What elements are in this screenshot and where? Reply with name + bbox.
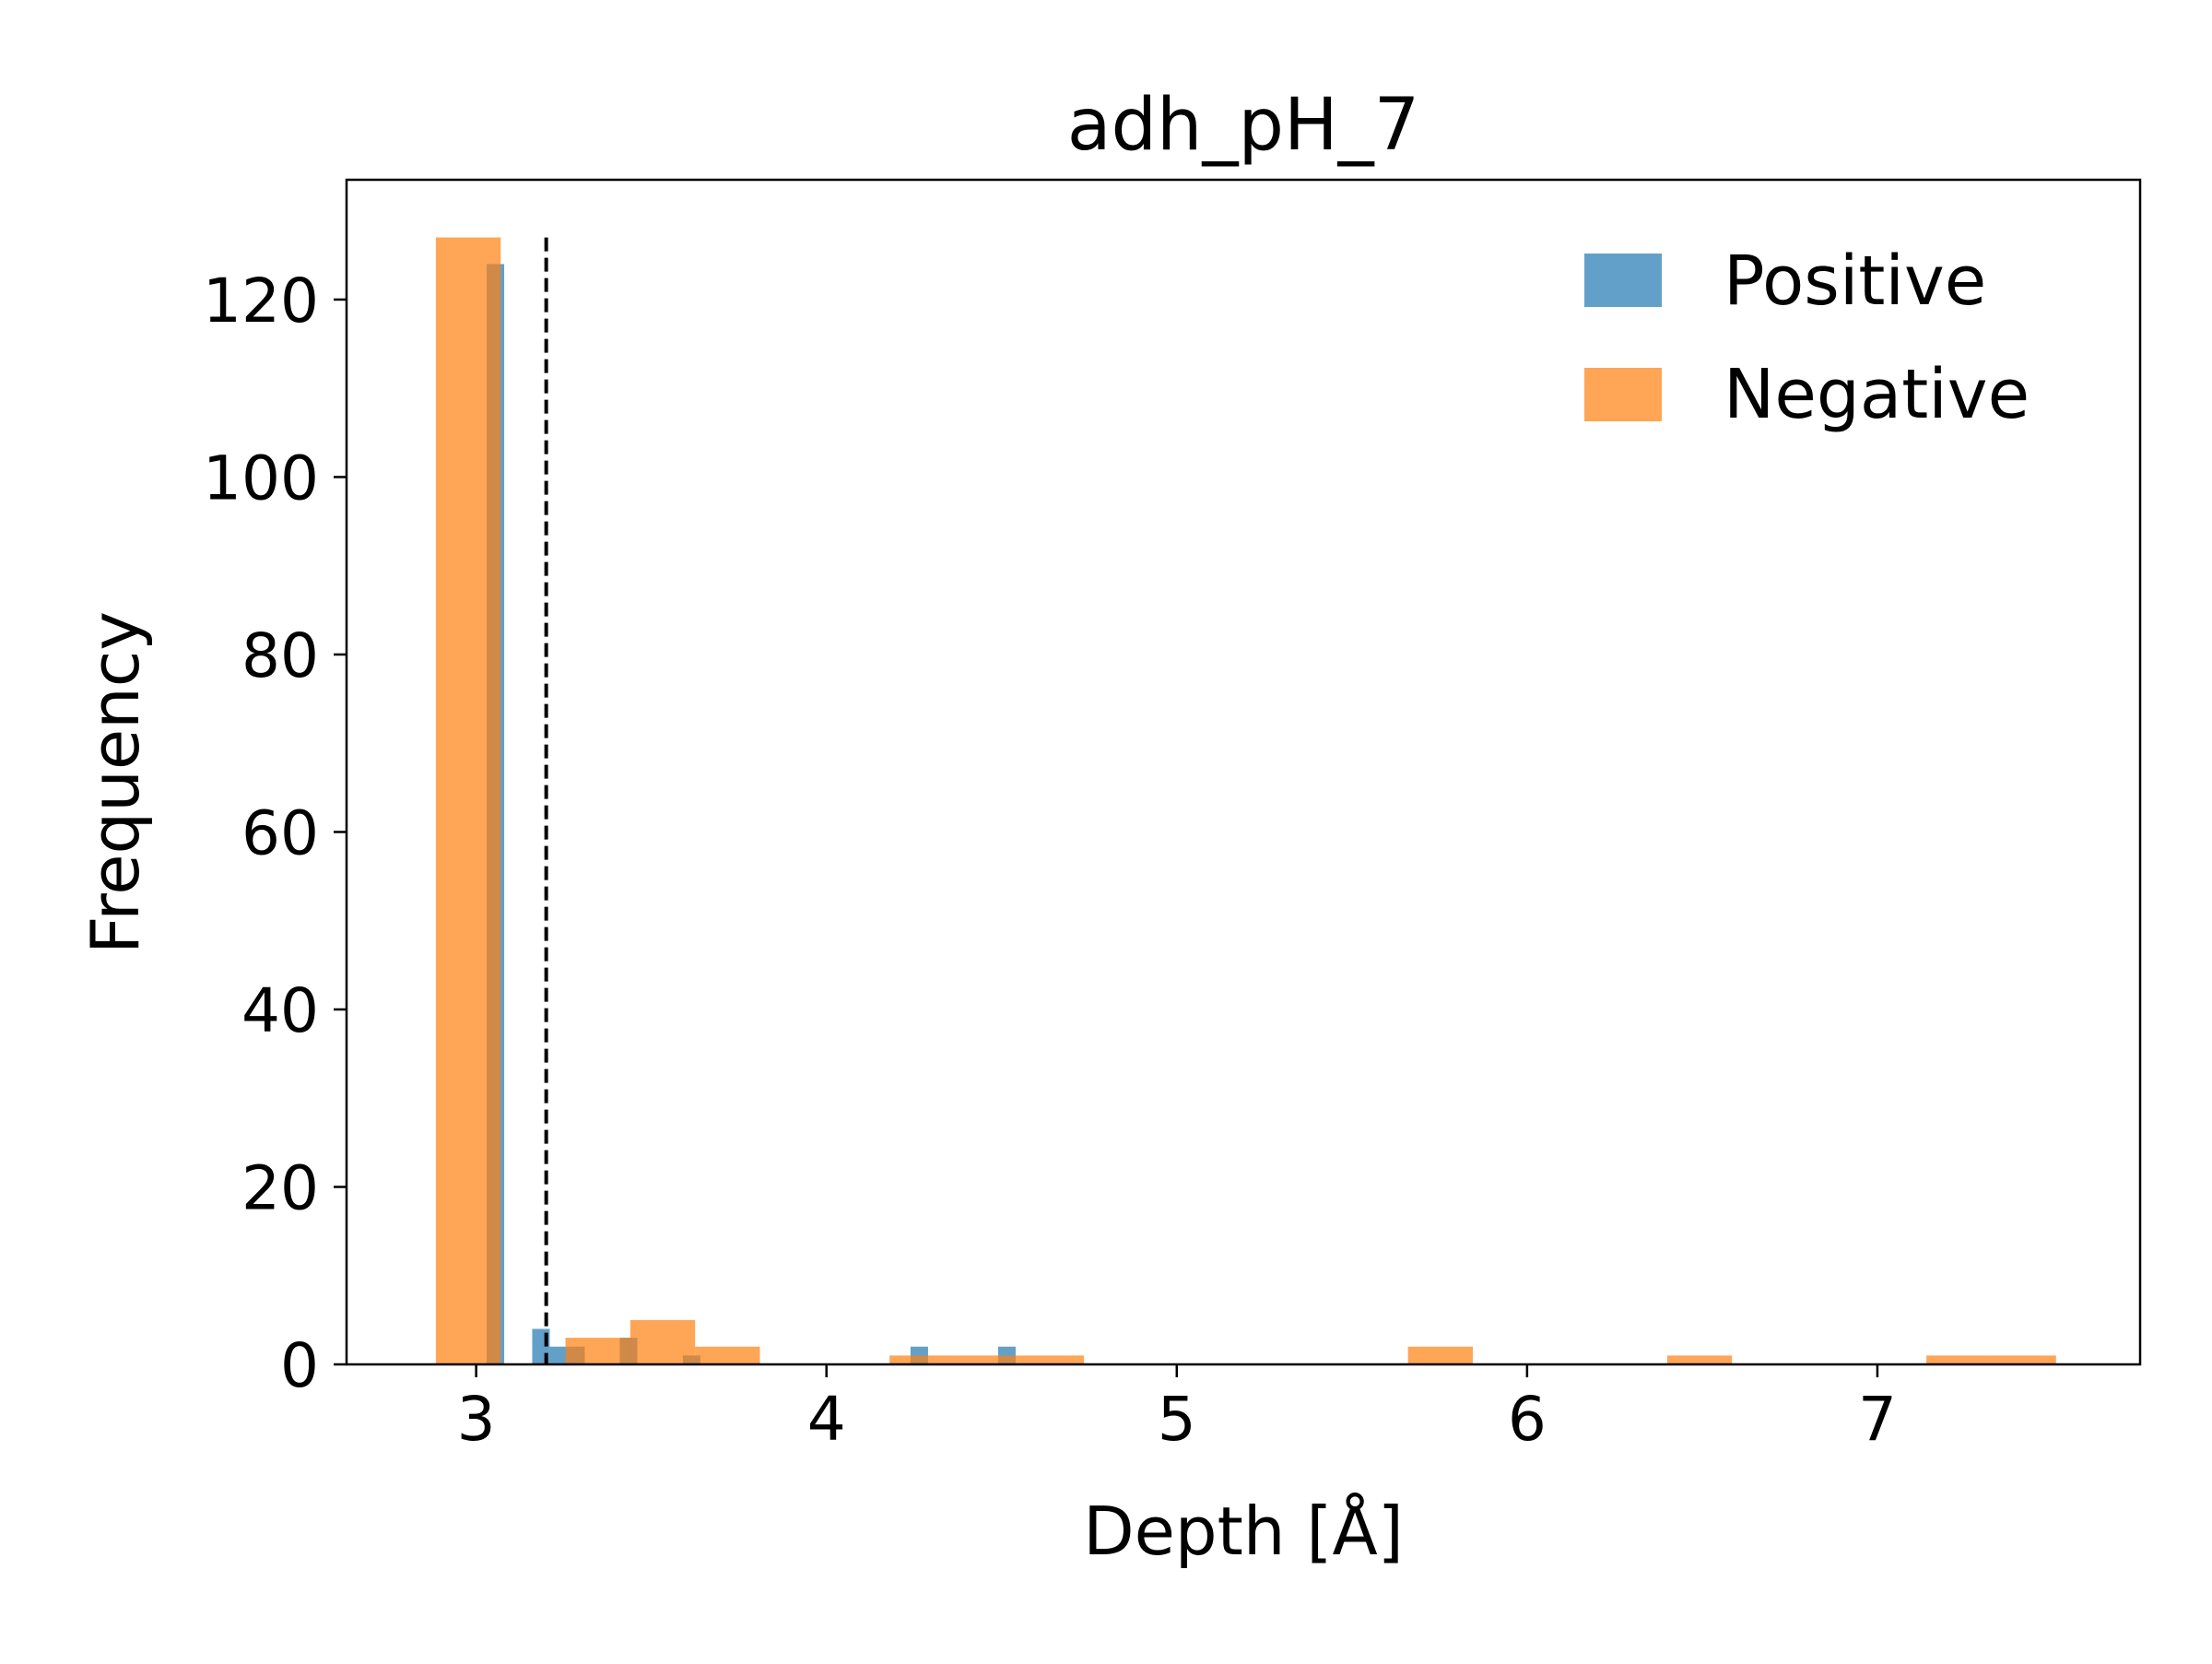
bar-negative-7 bbox=[1407, 1346, 1473, 1364]
legend-swatch-negative bbox=[1584, 368, 1662, 421]
bar-negative-5 bbox=[954, 1355, 1019, 1364]
y-tick-label: 60 bbox=[241, 797, 319, 868]
bar-positive-2 bbox=[549, 1346, 568, 1364]
y-tick-label: 0 bbox=[280, 1330, 319, 1401]
x-axis-ticks: 3 4 5 6 7 bbox=[457, 1364, 1897, 1455]
legend-swatch-positive bbox=[1584, 254, 1662, 307]
bar-negative-6 bbox=[1018, 1355, 1085, 1364]
chart-title: adh_pH_7 bbox=[1067, 84, 1420, 167]
bar-negative-8 bbox=[1666, 1355, 1733, 1364]
y-axis-ticks: 0 20 40 60 80 100 120 bbox=[203, 266, 347, 1401]
x-tick-label: 7 bbox=[1858, 1384, 1897, 1455]
y-axis-label: Frequency bbox=[76, 611, 154, 954]
bar-negative-2 bbox=[629, 1319, 696, 1364]
bar-negative-0 bbox=[435, 237, 501, 1364]
legend-label-negative: Negative bbox=[1724, 355, 2030, 434]
x-tick-label: 3 bbox=[457, 1384, 496, 1455]
y-tick-label: 100 bbox=[203, 443, 319, 513]
x-tick-label: 4 bbox=[807, 1384, 846, 1455]
legend: Positive Negative bbox=[1584, 242, 2030, 434]
bar-negative-1 bbox=[565, 1338, 630, 1364]
bar-negative-3 bbox=[695, 1346, 760, 1364]
bar-negative-10 bbox=[1991, 1355, 2056, 1364]
bars-layer bbox=[435, 237, 2056, 1365]
bar-negative-4 bbox=[889, 1355, 955, 1364]
y-tick-label: 80 bbox=[241, 620, 319, 691]
plot-frame bbox=[345, 178, 2142, 1366]
bar-negative-9 bbox=[1926, 1355, 1992, 1364]
legend-label-positive: Positive bbox=[1724, 242, 1986, 321]
x-tick-label: 5 bbox=[1158, 1384, 1196, 1455]
x-tick-label: 6 bbox=[1508, 1384, 1547, 1455]
y-tick-label: 40 bbox=[241, 975, 319, 1046]
y-tick-label: 120 bbox=[203, 266, 319, 336]
series-negative bbox=[435, 237, 2056, 1364]
y-tick-label: 20 bbox=[241, 1152, 319, 1223]
x-axis-label: Depth [Å] bbox=[1083, 1493, 1404, 1570]
